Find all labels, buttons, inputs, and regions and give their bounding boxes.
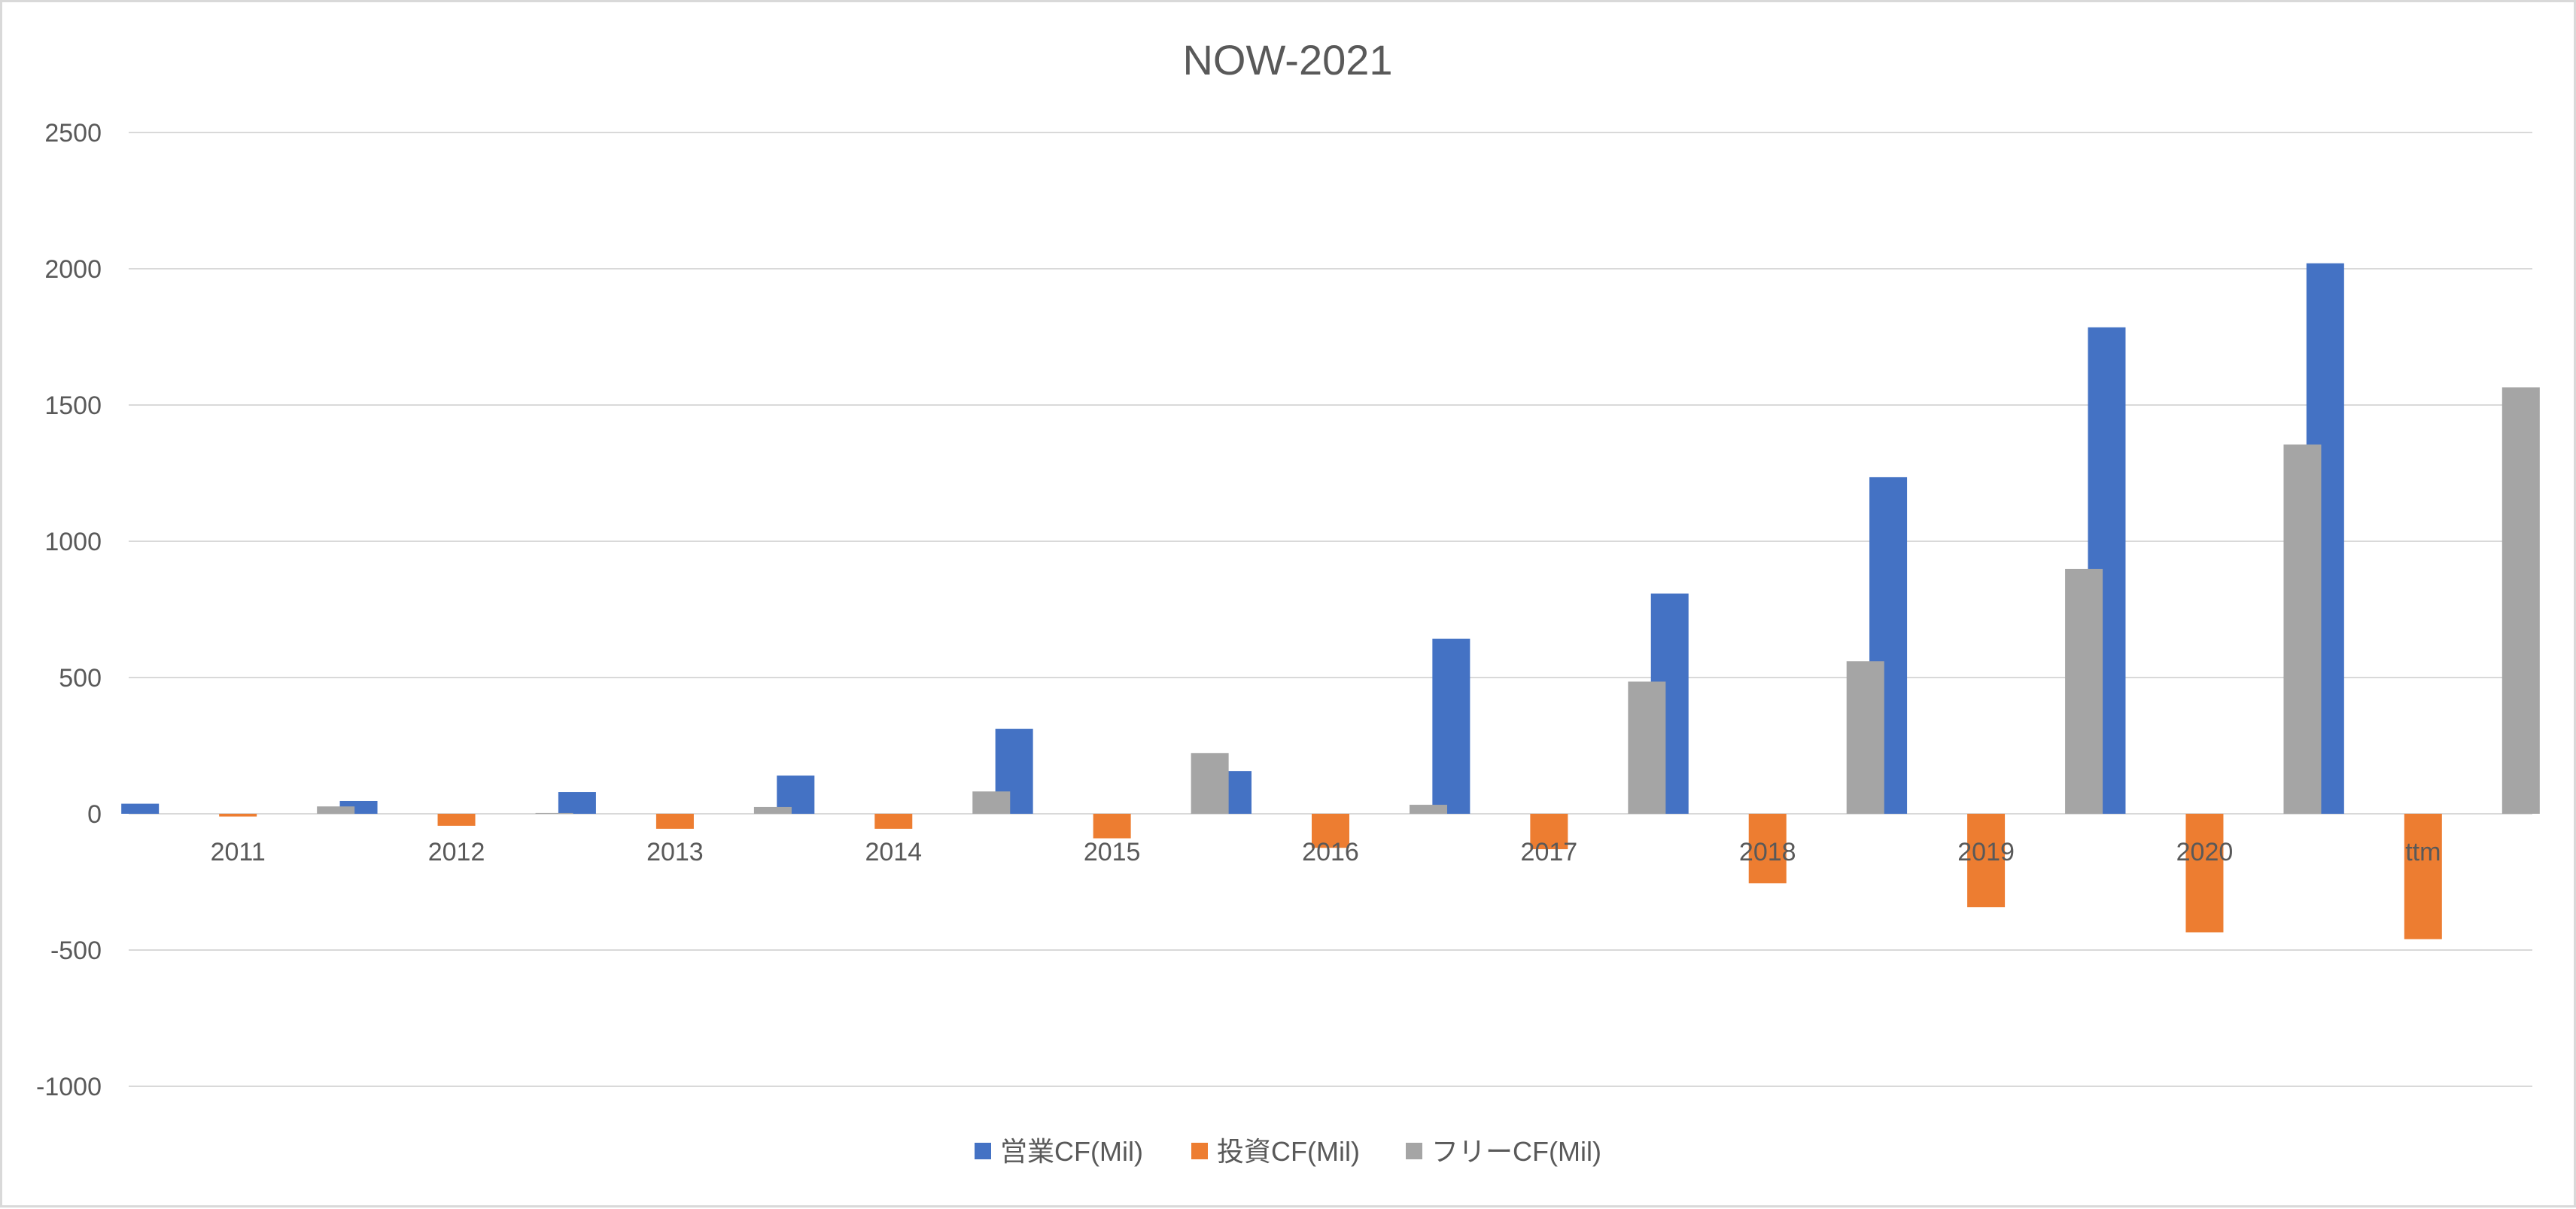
bar-series-2-ttm [2404,814,2442,939]
legend-label: フリーCF(Mil) [1431,1136,1601,1167]
y-tick-label: 1000 [44,528,102,556]
bar-series-2-2016 [1312,814,1349,848]
bar-series-2-2014 [874,814,913,829]
x-category-label: 2016 [1302,838,1359,866]
x-category-label: 2014 [865,838,922,866]
y-tick-label: -1000 [36,1073,102,1101]
x-axis-category-labels: 2011 2012 2013 2014 2015 2016 2017 2018 2019 2020… [211,838,2441,866]
x-category-label: 2018 [1739,838,1796,866]
legend-label: 投資CF(Mil) [1217,1136,1360,1167]
chart-title: NOW-2021 [1182,36,1392,84]
y-tick-label: 0 [87,800,102,829]
bar-series-2-2019 [1967,814,2006,908]
bar-series-2-2011 [219,814,257,817]
x-category-label: ttm [2405,838,2441,866]
legend-label: 営業CF(Mil) [1000,1136,1143,1167]
y-tick-label: 2500 [44,119,102,148]
bar-series-2-2012 [437,814,476,826]
bar-series-3-2018 [1846,661,1884,814]
bar-series-2-2017 [1530,814,1568,850]
bar-series-3-2019 [2065,568,2103,814]
bar-series-2-2018 [1748,814,1787,884]
bar-series-2-2015 [1093,814,1131,839]
y-tick-label: 2000 [44,255,102,284]
bar-series-3-2017 [1628,681,1666,814]
x-category-label: 2011 [211,838,266,866]
bars [121,263,2540,939]
x-category-label: 2012 [428,838,485,866]
bar-series-3-2014 [972,791,1011,814]
y-tick-label: -500 [50,936,102,965]
bar-series-3-2013 [753,806,792,814]
bar-series-2-2013 [655,814,694,829]
x-category-label: 2019 [1957,838,2015,866]
bar-series-3-2012 [535,812,573,814]
bar-series-3-2015 [1191,753,1229,814]
legend-swatch [1191,1143,1208,1159]
bar-series-1-2011 [121,803,160,814]
legend-swatch [1406,1143,1422,1159]
bar-series-1-2017 [1432,638,1470,814]
bar-series-3-2016 [1410,805,1447,814]
x-category-label: 2015 [1084,838,1141,866]
legend-swatch [975,1143,991,1159]
bar-series-2-2020 [2185,814,2224,933]
x-category-label: 2017 [1521,838,1578,866]
x-category-label: 2020 [2176,838,2234,866]
gridlines [129,132,2532,1087]
bar-series-3-2020 [2283,444,2322,814]
y-axis-tick-labels: 2500 2000 1500 1000 500 0 -500 -1000 [36,119,102,1101]
x-category-label: 2013 [646,838,704,866]
y-tick-label: 1500 [44,391,102,420]
bar-series-1-2013 [558,792,596,814]
legend: 営業CF(Mil) 投資CF(Mil) フリーCF(Mil) [975,1136,1601,1167]
bar-series-3-2011 [317,806,355,814]
y-tick-label: 500 [59,664,102,693]
bar-series-3-ttm [2501,387,2540,814]
